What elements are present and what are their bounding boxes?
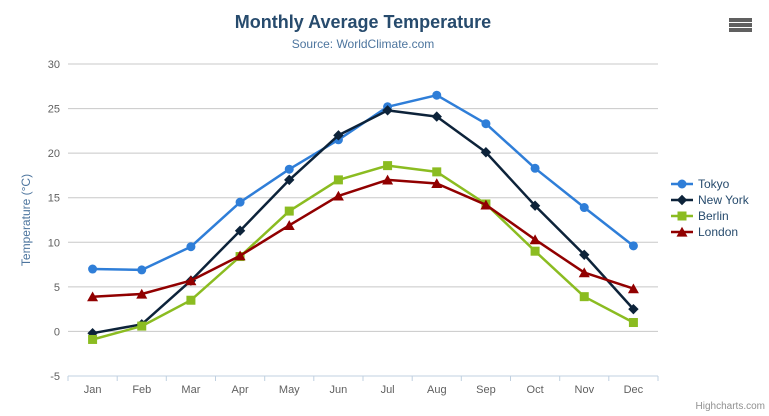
series-marker-triangle[interactable] [382, 174, 394, 185]
x-axis-label: Feb [132, 384, 151, 396]
legend-label: Berlin [698, 209, 729, 223]
legend-item-new-york[interactable]: New York [671, 192, 749, 208]
series-marker-circle[interactable] [530, 163, 540, 173]
series-marker-triangle[interactable] [185, 275, 197, 286]
legend-marker-triangle [671, 226, 693, 237]
chart-title: Monthly Average Temperature [234, 12, 492, 32]
y-axis-label: 5 [54, 282, 60, 294]
series-marker-triangle[interactable] [578, 267, 590, 278]
series-marker-square[interactable] [628, 318, 638, 328]
credits-link[interactable]: Highcharts.com [695, 401, 765, 412]
series-marker-square[interactable] [88, 334, 98, 344]
series-marker-square[interactable] [284, 206, 294, 216]
series-marker-diamond[interactable] [382, 105, 393, 116]
series-marker-triangle[interactable] [676, 226, 688, 237]
series-marker-diamond[interactable] [676, 194, 688, 206]
series-marker-triangle[interactable] [529, 234, 541, 245]
y-axis-label: 15 [48, 193, 60, 205]
series-marker-circle[interactable] [481, 119, 491, 129]
y-axis-label: 20 [48, 148, 60, 160]
series-marker-triangle[interactable] [283, 220, 295, 230]
series-marker-diamond[interactable] [628, 303, 639, 315]
x-axis-label: May [279, 384, 300, 396]
legend-item-london[interactable]: London [671, 224, 749, 240]
series-marker-circle[interactable] [628, 241, 638, 251]
x-axis-label: Oct [527, 384, 544, 396]
series-marker-triangle[interactable] [87, 291, 99, 302]
y-axis-label: -5 [50, 371, 60, 383]
series-marker-circle[interactable] [137, 265, 147, 275]
series-marker-triangle[interactable] [136, 288, 148, 299]
legend: Tokyo New York Berlin London [671, 176, 749, 240]
x-axis-label: Jan [84, 384, 102, 396]
series-marker-diamond[interactable] [234, 225, 246, 236]
y-axis-label: 25 [48, 104, 60, 116]
y-axis-label: 0 [54, 326, 60, 338]
series-marker-circle[interactable] [235, 197, 245, 207]
y-axis-label: 30 [48, 59, 60, 71]
legend-item-berlin[interactable]: Berlin [671, 208, 749, 224]
hamburger-bar [729, 18, 752, 22]
series-marker-diamond[interactable] [333, 130, 344, 141]
series-marker-diamond[interactable] [431, 111, 442, 122]
series-marker-square[interactable] [137, 321, 147, 331]
series-marker-circle[interactable] [284, 164, 294, 174]
series-marker-square[interactable] [432, 167, 442, 177]
series-marker-circle[interactable] [432, 90, 442, 100]
series-marker-triangle[interactable] [431, 178, 443, 189]
series-marker-triangle[interactable] [332, 190, 344, 201]
series-marker-circle[interactable] [677, 179, 687, 189]
hamburger-menu-icon[interactable] [729, 18, 753, 32]
series-marker-square[interactable] [186, 295, 196, 305]
y-axis-title: Temperature (°C) [19, 174, 33, 266]
legend-label: New York [698, 193, 749, 207]
series-marker-triangle[interactable] [234, 250, 246, 261]
y-axis-label: 10 [48, 237, 60, 249]
series-line-london [91, 178, 635, 298]
legend-marker-circle [671, 179, 693, 189]
series-line-new-york [91, 109, 635, 335]
series-marker-triangle[interactable] [627, 283, 639, 294]
series-marker-circle[interactable] [579, 203, 589, 213]
hamburger-bar [729, 28, 752, 32]
series-marker-square[interactable] [579, 292, 589, 302]
legend-item-tokyo[interactable]: Tokyo [671, 176, 749, 192]
series-line-berlin [91, 164, 635, 341]
series-marker-circle[interactable] [186, 242, 196, 252]
x-axis-label: Mar [181, 384, 200, 396]
x-axis-label: Sep [476, 384, 496, 396]
x-axis-label: Apr [232, 384, 249, 396]
x-axis-label: Jun [330, 384, 348, 396]
x-axis-label: Nov [575, 384, 595, 396]
series-marker-square[interactable] [333, 175, 343, 185]
series-marker-diamond[interactable] [480, 147, 492, 158]
series-marker-triangle[interactable] [480, 199, 492, 210]
legend-label: London [698, 225, 739, 239]
legend-marker-diamond [671, 194, 693, 206]
x-axis-label: Aug [427, 384, 447, 396]
series-marker-circle[interactable] [88, 264, 98, 274]
x-axis-label: Dec [624, 384, 644, 396]
legend-label: Tokyo [698, 177, 730, 191]
chart-subtitle: Source: WorldClimate.com [291, 37, 435, 51]
series-marker-square[interactable] [383, 161, 393, 171]
series-marker-diamond[interactable] [529, 200, 541, 211]
series-marker-square[interactable] [530, 246, 540, 256]
series-marker-square[interactable] [677, 211, 687, 221]
series-marker-diamond[interactable] [579, 249, 590, 260]
legend-marker-square [671, 211, 693, 221]
x-axis-label: Jul [381, 384, 395, 396]
series-line-tokyo [91, 93, 635, 272]
hamburger-bar [729, 23, 752, 27]
series-marker-diamond[interactable] [284, 174, 295, 186]
